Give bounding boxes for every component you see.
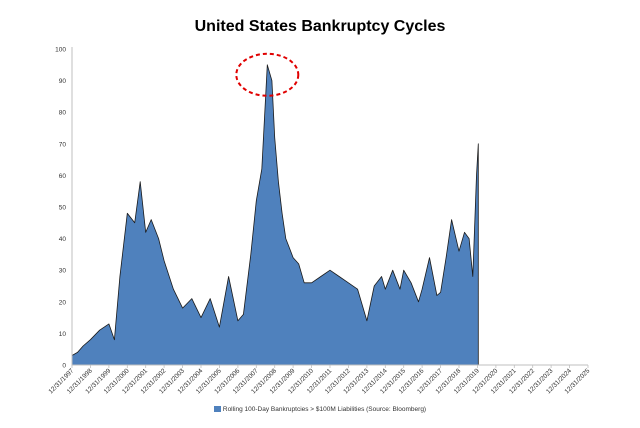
y-tick-label: 80	[59, 110, 67, 117]
legend: Rolling 100-Day Bankruptcies > $100M Lia…	[0, 406, 640, 413]
y-tick-label: 60	[59, 173, 67, 180]
y-tick-labels: 0 10 20 30 40 50 60 70 80 90 100	[55, 47, 66, 370]
y-tick-label: 100	[55, 47, 66, 54]
y-tick-label: 10	[59, 331, 67, 338]
legend-label: Rolling 100-Day Bankruptcies > $100M Lia…	[222, 406, 427, 413]
y-tick-label: 40	[59, 236, 67, 243]
y-tick-label: 30	[59, 268, 67, 275]
y-tick-label: 0	[62, 363, 66, 370]
chart-title: United States Bankruptcy Cycles	[194, 18, 446, 35]
area-series	[71, 64, 479, 366]
area-fill	[71, 64, 479, 366]
peak-annotation-circle	[235, 52, 300, 97]
annotation-group	[235, 52, 300, 97]
y-tick-label: 70	[59, 141, 67, 148]
y-tick-label: 20	[59, 299, 67, 306]
y-tick-label: 90	[59, 78, 67, 85]
x-tick-labels: 12/31/199712/31/199812/31/199912/31/2000…	[47, 365, 592, 395]
y-tick-label: 50	[59, 205, 67, 212]
legend-swatch	[213, 406, 221, 412]
